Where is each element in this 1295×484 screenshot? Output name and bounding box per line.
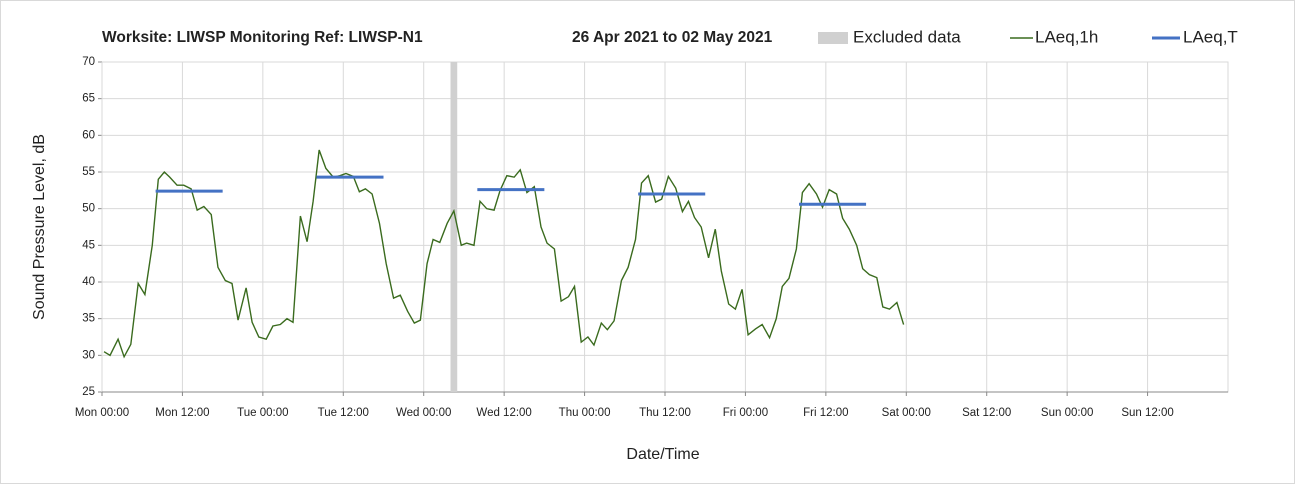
x-tick-label: Wed 12:00 [476, 407, 531, 419]
chart-subtitle: 26 Apr 2021 to 02 May 2021 [572, 29, 773, 46]
legend-label: Excluded data [853, 27, 961, 46]
x-tick-label: Thu 00:00 [559, 407, 611, 419]
y-tick-label: 40 [82, 276, 95, 288]
x-tick-label: Thu 12:00 [639, 407, 691, 419]
chart-title: Worksite: LIWSP Monitoring Ref: LIWSP-N1 [102, 29, 423, 46]
legend-label: LAeq,T [1183, 27, 1238, 46]
legend-swatch [818, 32, 848, 44]
y-tick-label: 30 [82, 349, 95, 361]
x-tick-label: Wed 00:00 [396, 407, 451, 419]
y-tick-label: 60 [82, 129, 95, 141]
legend-label: LAeq,1h [1035, 27, 1098, 46]
y-tick-label: 35 [82, 313, 95, 325]
x-tick-label: Fri 00:00 [723, 407, 768, 419]
x-tick-label: Sat 12:00 [962, 407, 1011, 419]
y-tick-label: 25 [82, 386, 95, 398]
y-axis-label: Sound Pressure Level, dB [31, 134, 48, 320]
x-tick-label: Sun 00:00 [1041, 407, 1093, 419]
x-tick-label: Tue 00:00 [237, 407, 288, 419]
y-tick-label: 45 [82, 239, 95, 251]
x-tick-label: Fri 12:00 [803, 407, 848, 419]
y-tick-label: 50 [82, 203, 95, 215]
laeq-1h-line [103, 149, 905, 359]
x-tick-label: Mon 12:00 [155, 407, 209, 419]
x-tick-label: Sat 00:00 [882, 407, 931, 419]
x-tick-label: Mon 00:00 [75, 407, 129, 419]
x-tick-label: Sun 12:00 [1121, 407, 1173, 419]
x-axis-label: Date/Time [626, 446, 699, 463]
y-tick-label: 70 [82, 56, 95, 68]
y-tick-label: 55 [82, 166, 95, 178]
x-tick-label: Tue 12:00 [318, 407, 369, 419]
y-tick-label: 65 [82, 93, 95, 105]
excluded-band [450, 62, 458, 392]
